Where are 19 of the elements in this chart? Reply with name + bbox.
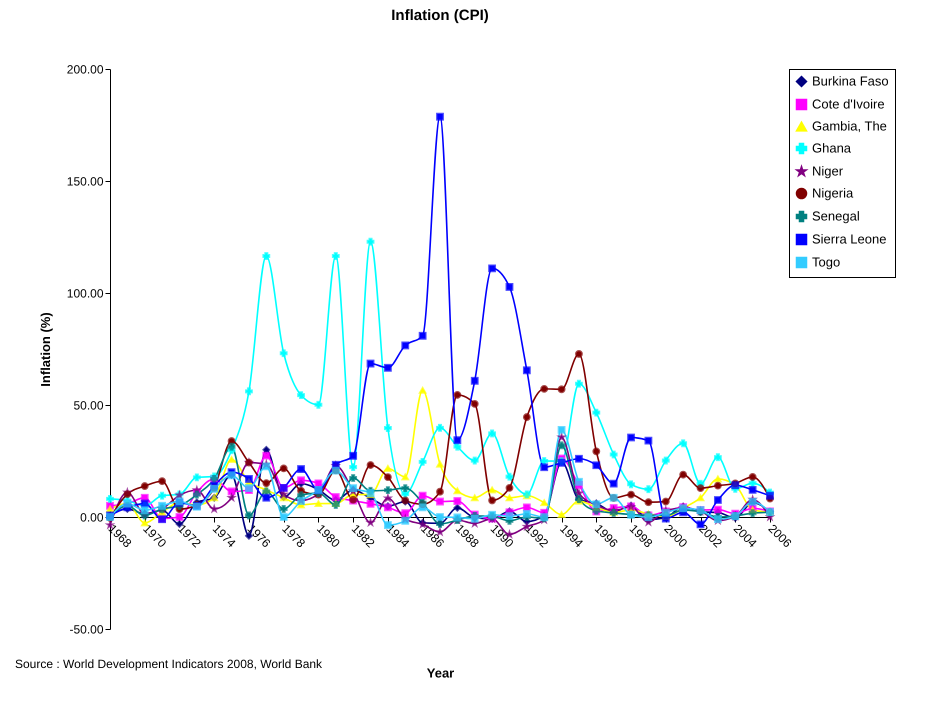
y-tick-label: 50.00 bbox=[73, 398, 104, 412]
y-tick-label: 150.00 bbox=[66, 174, 104, 188]
y-tick-label: 0.00 bbox=[80, 510, 104, 524]
y-tick-label: -50.00 bbox=[69, 622, 104, 636]
legend-label: Ghana bbox=[812, 140, 852, 156]
legend-label: Sierra Leone bbox=[812, 232, 886, 246]
source-note: Source : World Development Indicators 2008, World Bank bbox=[15, 657, 324, 671]
legend-label: Niger bbox=[812, 164, 844, 178]
legend-label: Togo bbox=[812, 254, 840, 270]
y-axis-title: Inflation (%) bbox=[38, 312, 53, 387]
legend-label: Nigeria bbox=[812, 186, 854, 200]
legend-label: Cote d'Ivoire bbox=[812, 96, 885, 112]
chart-title: Inflation (CPI) bbox=[391, 7, 489, 24]
legend-label: Burkina Faso bbox=[812, 74, 889, 88]
legend-label: Senegal bbox=[812, 208, 860, 224]
legend-label: Gambia, The bbox=[812, 118, 887, 134]
x-axis-title: Year bbox=[426, 666, 454, 680]
y-tick-label: 100.00 bbox=[66, 286, 104, 300]
y-tick-label: 200.00 bbox=[66, 62, 104, 76]
